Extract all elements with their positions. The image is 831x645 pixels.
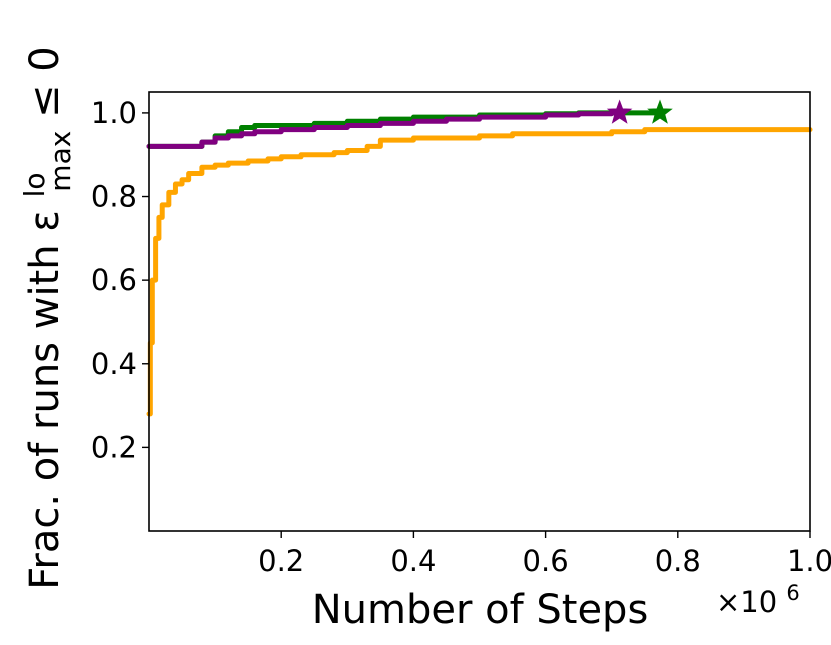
y-axis-title-tail: ≤ 0 [22, 46, 68, 118]
y-axis-title-main: Frac. of runs with ε [22, 210, 68, 590]
series-line-2 [146, 110, 623, 149]
y-tick-label: 0.2 [91, 430, 137, 464]
y-axis-title-superscript: lo [18, 172, 51, 197]
series-end-star-1 [647, 99, 673, 124]
x-axis-ticks: 0.2 0.4 0.6 0.8 1.0 [258, 531, 831, 578]
x-tick-label: 0.6 [523, 544, 569, 578]
series-layer [146, 99, 813, 417]
y-axis-ticks: 0.2 0.4 0.6 0.8 1.0 [91, 96, 149, 464]
y-tick-label: 0.8 [91, 180, 137, 214]
y-tick-label: 0.4 [91, 347, 137, 381]
y-tick-label: 0.6 [91, 263, 137, 297]
plot-frame [148, 91, 811, 532]
y-axis-title: Frac. of runs with ε lo max ≤ 0 [8, 46, 80, 589]
x-offset-exponent: 6 [786, 581, 799, 605]
series-line-0 [146, 127, 813, 417]
x-offset-base: ×10 [716, 585, 777, 619]
series-end-star-2 [606, 99, 633, 124]
y-tick-label: 1.0 [91, 96, 137, 130]
x-axis-offset-label: ×10 6 [716, 581, 800, 619]
y-axis-title-subscript: max [44, 131, 77, 192]
x-tick-label: 0.8 [655, 544, 701, 578]
x-tick-label: 0.2 [258, 544, 304, 578]
x-tick-label: 0.4 [390, 544, 436, 578]
x-axis-title: Number of Steps [312, 587, 649, 633]
x-tick-label: 1.0 [787, 544, 831, 578]
